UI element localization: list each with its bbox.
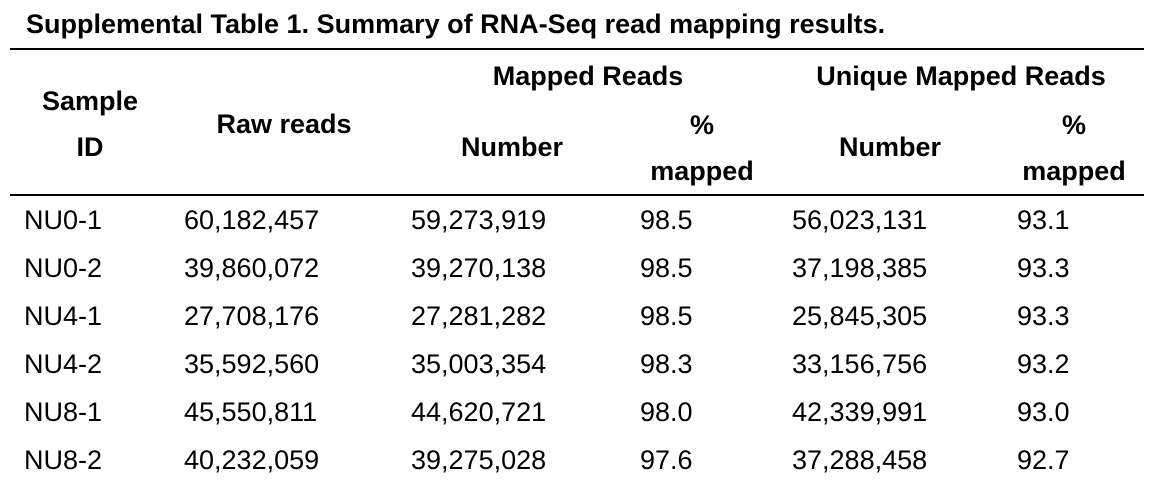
cell-raw-reads: 60,182,457 bbox=[184, 205, 320, 235]
cell-mapped-pct: 98.5 bbox=[640, 301, 693, 331]
header-unique-mapped-reads: Unique Mapped Reads bbox=[816, 61, 1106, 91]
table-title: Supplemental Table 1. Summary of RNA-Seq… bbox=[26, 9, 886, 39]
cell-sample: NU8-1 bbox=[24, 397, 103, 427]
cell-unique-number: 25,845,305 bbox=[792, 301, 928, 331]
header-mapped-pct-line1: % bbox=[689, 110, 715, 140]
cell-unique-pct: 93.0 bbox=[1017, 397, 1070, 427]
header-unique-pct-line1: % bbox=[1061, 110, 1087, 140]
cell-unique-pct: 93.3 bbox=[1017, 253, 1070, 283]
cell-sample: NU0-1 bbox=[24, 205, 103, 235]
header-unique-number: Number bbox=[838, 132, 942, 162]
cell-mapped-number: 27,281,282 bbox=[411, 301, 547, 331]
cell-mapped-number: 39,275,028 bbox=[411, 445, 547, 475]
cell-unique-pct: 93.2 bbox=[1017, 349, 1070, 379]
cell-sample: NU4-1 bbox=[24, 301, 103, 331]
cell-sample: NU0-2 bbox=[24, 253, 103, 283]
header-raw-reads: Raw reads bbox=[216, 109, 352, 139]
cell-sample: NU4-2 bbox=[24, 349, 103, 379]
cell-mapped-pct: 98.3 bbox=[640, 349, 693, 379]
cell-mapped-pct: 97.6 bbox=[640, 445, 693, 475]
cell-mapped-number: 44,620,721 bbox=[411, 397, 547, 427]
cell-unique-number: 33,156,756 bbox=[792, 349, 928, 379]
cell-raw-reads: 27,708,176 bbox=[184, 301, 320, 331]
cell-raw-reads: 45,550,811 bbox=[184, 397, 318, 427]
cell-mapped-pct: 98.5 bbox=[640, 253, 693, 283]
header-mapped-number: Number bbox=[460, 132, 564, 162]
cell-mapped-pct: 98.0 bbox=[640, 397, 693, 427]
cell-mapped-number: 39,270,138 bbox=[411, 253, 547, 283]
cell-unique-pct: 93.3 bbox=[1017, 301, 1070, 331]
header-mapped-reads: Mapped Reads bbox=[492, 61, 684, 91]
cell-raw-reads: 40,232,059 bbox=[184, 445, 320, 475]
cell-unique-number: 37,198,385 bbox=[792, 253, 928, 283]
header-sample-id-line1: Sample bbox=[41, 86, 139, 116]
cell-unique-number: 37,288,458 bbox=[792, 445, 928, 475]
top-rule bbox=[10, 48, 1144, 50]
header-mapped-pct-line2: mapped bbox=[650, 156, 754, 186]
cell-raw-reads: 35,592,560 bbox=[184, 349, 320, 379]
cell-unique-number: 56,023,131 bbox=[792, 205, 928, 235]
header-unique-pct-line2: mapped bbox=[1022, 156, 1126, 186]
cell-mapped-number: 35,003,354 bbox=[411, 349, 547, 379]
cell-unique-pct: 93.1 bbox=[1017, 205, 1070, 235]
header-sample-id-line2: ID bbox=[76, 132, 104, 162]
header-rule bbox=[10, 194, 1144, 196]
cell-mapped-pct: 98.5 bbox=[640, 205, 693, 235]
cell-mapped-number: 59,273,919 bbox=[411, 205, 547, 235]
cell-sample: NU8-2 bbox=[24, 445, 103, 475]
cell-raw-reads: 39,860,072 bbox=[184, 253, 320, 283]
cell-unique-pct: 92.7 bbox=[1017, 445, 1070, 475]
cell-unique-number: 42,339,991 bbox=[792, 397, 928, 427]
